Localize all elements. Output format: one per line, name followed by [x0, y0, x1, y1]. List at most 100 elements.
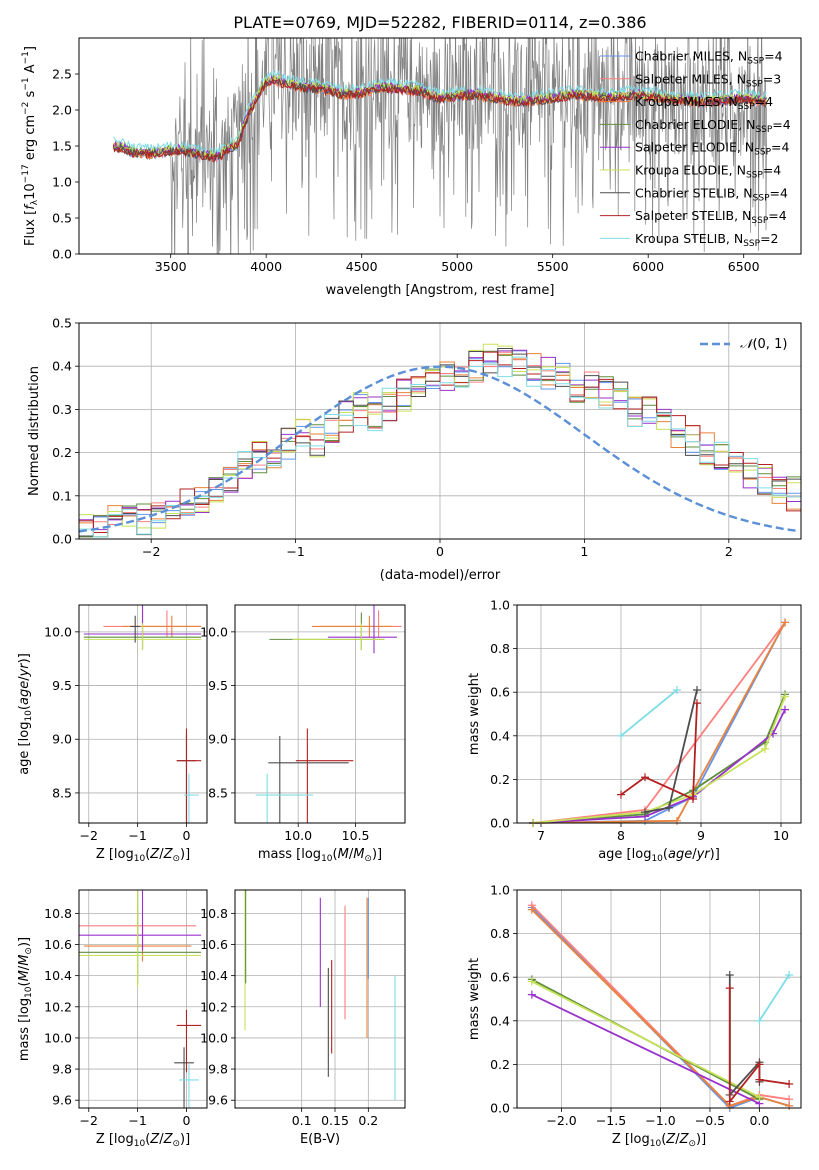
- weight-marker: [755, 1075, 764, 1084]
- x-tick-label: 8: [617, 828, 625, 843]
- y-tick-label: 0.5: [52, 211, 72, 226]
- weight-marker: [527, 905, 536, 914]
- spectrum-panel: 3500 4000 4500 5000 5500 6000 6500 0.0 0.5 1.0 1.5…: [21, 37, 802, 298]
- y-tick-label: 2.0: [52, 103, 72, 118]
- weight-marker: [665, 803, 673, 812]
- x-tick-label: −1: [286, 544, 304, 559]
- x-tick-label: 6500: [728, 259, 760, 274]
- model-spectrum-line: [112, 76, 767, 163]
- y-tick-label: 9.8: [52, 1062, 72, 1077]
- y-tick-label: 9.8: [208, 1062, 228, 1077]
- weight-marker: [725, 984, 734, 993]
- weight-series-line: [758, 974, 790, 1022]
- weight-series-line: [531, 993, 760, 1105]
- x-tick-label: 10.0: [284, 828, 312, 843]
- x-tick-label: 2: [725, 544, 733, 559]
- x-tick-label: 7: [537, 828, 545, 843]
- y-tick-label: 10.4: [44, 968, 72, 983]
- weight-series-line: [531, 980, 760, 1098]
- axes-frame: [78, 37, 802, 255]
- x-tick-label: −0.5: [695, 1113, 725, 1128]
- legend-label: Salpeter STELIB, NSSP=4: [635, 208, 787, 226]
- weight-vs-metallicity-panel: −2.0 −1.5 −1.0 −0.5 0.0 0.0 0.2 0.4 0.6 0.8 1.0 mas…: [467, 883, 802, 1149]
- y-tick-label: 10.6: [44, 937, 72, 952]
- x-tick-label: −2: [80, 1113, 98, 1128]
- x-axis-label: Z [log10(Z/Z⊙)]: [96, 847, 190, 864]
- y-tick-label: 9.5: [52, 678, 72, 693]
- weight-marker: [617, 790, 625, 799]
- weight-marker: [761, 744, 769, 753]
- y-axis-label: Flux [fλ10−17 erg cm−2 s−1 A−1]: [21, 46, 40, 246]
- weight-marker: [781, 705, 789, 714]
- axes-frame: [516, 604, 802, 824]
- x-tick-label: 0: [436, 544, 444, 559]
- x-axis-label: E(B-V): [300, 1132, 340, 1147]
- y-tick-label: 0.3: [52, 402, 72, 417]
- weight-series-line: [532, 621, 786, 824]
- axes-frame: [78, 889, 208, 1109]
- weight-marker: [755, 1016, 764, 1025]
- axes-frame: [78, 322, 802, 540]
- residual-histogram: [79, 349, 801, 539]
- residuals-panel: −2 −1 0 1 2 0.0 0.1 0.2 0.3 0.4 0.5 (data-model)/er…: [27, 316, 802, 583]
- errorbar-plot-area: [83, 605, 202, 823]
- mass-vs-ebv-panel: 0.1 0.15 0.2 9.6 9.8 10.0 10.2 10.4 10.6 10.8 E(B-…: [200, 889, 406, 1147]
- weight-plot-area: [529, 618, 789, 827]
- y-tick-label: 10.8: [200, 906, 228, 921]
- weight-marker: [693, 686, 701, 695]
- y-tick-label: 1.5: [52, 139, 72, 154]
- figure-title: PLATE=0769, MJD=52282, FIBERID=0114, z=0…: [233, 13, 646, 32]
- legend-label: Kroupa STELIB, NSSP=2: [635, 231, 779, 249]
- weight-marker: [689, 795, 697, 804]
- x-tick-label: 0.15: [321, 1113, 349, 1128]
- weight-series-line: [532, 709, 786, 824]
- weight-marker: [673, 816, 681, 825]
- x-axis-label: (data-model)/error: [380, 568, 501, 583]
- x-tick-label: 0.0: [749, 1113, 769, 1128]
- y-tick-label: 0.0: [490, 816, 510, 831]
- residual-histogram: [79, 356, 801, 539]
- x-tick-label: 10.5: [342, 828, 370, 843]
- x-tick-label: −2: [142, 544, 160, 559]
- y-tick-label: 0.6: [490, 970, 510, 985]
- y-tick-label: 10.0: [200, 1030, 228, 1045]
- y-tick-label: 0.0: [52, 247, 72, 262]
- y-tick-label: 0.6: [490, 685, 510, 700]
- x-axis-label: Z [log10(Z/Z⊙)]: [612, 1132, 706, 1149]
- age-vs-metallicity-panel: −2 −1 0 8.5 9.0 9.5 10.0 Z [log10(Z/Z⊙)] age [lo…: [17, 604, 208, 864]
- y-tick-label: 9.5: [208, 678, 228, 693]
- y-tick-label: 10.8: [44, 906, 72, 921]
- y-axis-label: mass weight: [467, 673, 482, 755]
- y-tick-label: 1.0: [490, 883, 510, 898]
- x-axis-label: age [log10(age/yr)]: [598, 847, 720, 864]
- weight-series-line: [531, 904, 790, 1107]
- residual-histogram: [79, 353, 801, 539]
- weight-series-line: [620, 703, 698, 801]
- x-tick-label: 5000: [441, 259, 473, 274]
- gaussian-reference-curve: [79, 365, 799, 533]
- legend-label: Chabrier MILES, NSSP=4: [635, 49, 783, 67]
- weight-series-line: [620, 689, 678, 737]
- y-tick-label: 0.4: [52, 359, 72, 374]
- axes-frame: [234, 604, 406, 824]
- y-tick-label: 0.0: [490, 1101, 510, 1116]
- y-axis-label: mass [log10(M/M⊙)]: [17, 937, 34, 1061]
- weight-series-line: [532, 696, 786, 824]
- residual-histogram: [79, 351, 801, 539]
- weight-vs-age-panel: 7 8 9 10 0.0 0.2 0.4 0.6 0.8 1.0 mass weight age [l…: [467, 598, 802, 864]
- weight-marker: [755, 1060, 764, 1069]
- x-axis-label: mass [log10(M/M⊙)]: [258, 847, 382, 864]
- x-axis-label: Z [log10(Z/Z⊙)]: [96, 1132, 190, 1149]
- weight-marker: [693, 699, 701, 708]
- y-tick-label: 8.5: [208, 785, 228, 800]
- x-tick-label: −1: [128, 1113, 146, 1128]
- mass-vs-metallicity-panel: −2 −1 0 9.6 9.8 10.0 10.2 10.4 10.6 10.8 Z [log10(…: [17, 889, 208, 1149]
- y-tick-label: 0.2: [52, 445, 72, 460]
- x-tick-label: 0.1: [292, 1113, 312, 1128]
- x-axis-label: wavelength [Angstrom, rest frame]: [326, 283, 555, 298]
- weight-series-line: [532, 694, 786, 824]
- x-tick-label: 0: [183, 828, 191, 843]
- weight-marker: [641, 773, 649, 782]
- x-tick-label: −1: [128, 828, 146, 843]
- y-tick-label: 0.8: [490, 641, 510, 656]
